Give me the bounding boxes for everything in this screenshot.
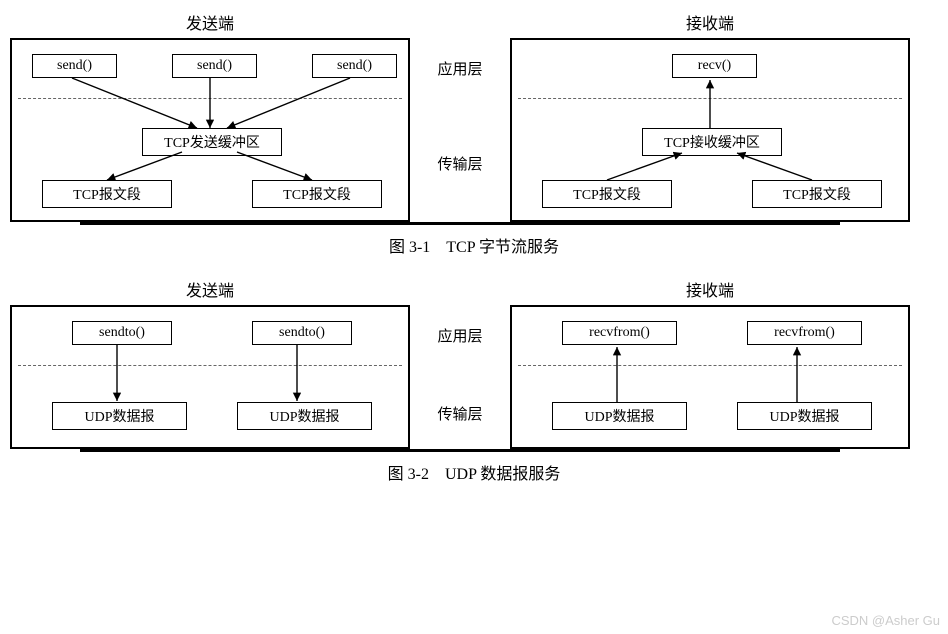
node-send2: send() xyxy=(172,54,257,78)
node-tcp-rseg1: TCP报文段 xyxy=(542,180,672,208)
watermark: CSDN @Asher Gu xyxy=(831,613,940,628)
node-udp-dgram2: UDP数据报 xyxy=(237,402,372,430)
fig2-top-labels: 发送端 接收端 xyxy=(10,277,938,301)
fig1-layer-trans: 传输层 xyxy=(410,153,510,174)
fig1-receiver-title: 接收端 xyxy=(510,10,910,34)
node-send1: send() xyxy=(32,54,117,78)
node-tcp-seg1: TCP报文段 xyxy=(42,180,172,208)
node-recv: recv() xyxy=(672,54,757,78)
node-udp-rdgram1: UDP数据报 xyxy=(552,402,687,430)
node-tcp-seg2: TCP报文段 xyxy=(252,180,382,208)
node-sendto1: sendto() xyxy=(72,321,172,345)
fig2-caption: 图 3-2 UDP 数据报服务 xyxy=(10,460,938,484)
fig2-sender-dash xyxy=(18,365,402,366)
fig2-receiver-title: 接收端 xyxy=(510,277,910,301)
node-recvfrom1: recvfrom() xyxy=(562,321,677,345)
fig2-sender-panel: sendto() sendto() UDP数据报 UDP数据报 xyxy=(10,305,410,449)
fig2-layer-app: 应用层 xyxy=(410,325,510,346)
node-recvfrom2: recvfrom() xyxy=(747,321,862,345)
node-udp-dgram1: UDP数据报 xyxy=(52,402,187,430)
fig2-layer-trans: 传输层 xyxy=(410,403,510,424)
fig1-layer-app: 应用层 xyxy=(410,58,510,79)
node-sendto2: sendto() xyxy=(252,321,352,345)
fig2-panels: sendto() sendto() UDP数据报 UDP数据报 应用层 传输层 … xyxy=(10,305,938,449)
node-tcp-rseg2: TCP报文段 xyxy=(752,180,882,208)
fig2-sender-title: 发送端 xyxy=(10,277,410,301)
fig1-sender-title: 发送端 xyxy=(10,10,410,34)
node-tcp-send-buffer: TCP发送缓冲区 xyxy=(142,128,282,156)
fig1-baseline xyxy=(80,222,840,225)
fig2-layer-labels: 应用层 传输层 xyxy=(410,305,510,445)
fig2-receiver-panel: recvfrom() recvfrom() UDP数据报 UDP数据报 xyxy=(510,305,910,449)
fig1-caption: 图 3-1 TCP 字节流服务 xyxy=(10,233,938,257)
fig1-receiver-dash xyxy=(518,98,902,99)
node-send3: send() xyxy=(312,54,397,78)
node-udp-rdgram2: UDP数据报 xyxy=(737,402,872,430)
fig1-layer-labels: 应用层 传输层 xyxy=(410,38,510,222)
figure-udp: 发送端 接收端 sendto() sendto() UDP数据报 UDP数据报 … xyxy=(10,277,938,484)
fig2-baseline xyxy=(80,449,840,452)
fig1-top-labels: 发送端 接收端 xyxy=(10,10,938,34)
fig1-panels: send() send() send() TCP发送缓冲区 TCP报文段 TCP… xyxy=(10,38,938,222)
fig1-receiver-panel: recv() TCP接收缓冲区 TCP报文段 TCP报文段 xyxy=(510,38,910,222)
fig1-sender-dash xyxy=(18,98,402,99)
fig1-sender-panel: send() send() send() TCP发送缓冲区 TCP报文段 TCP… xyxy=(10,38,410,222)
node-tcp-recv-buffer: TCP接收缓冲区 xyxy=(642,128,782,156)
fig2-receiver-dash xyxy=(518,365,902,366)
figure-tcp: 发送端 接收端 send() send() send() TCP发送缓冲区 TC… xyxy=(10,10,938,257)
